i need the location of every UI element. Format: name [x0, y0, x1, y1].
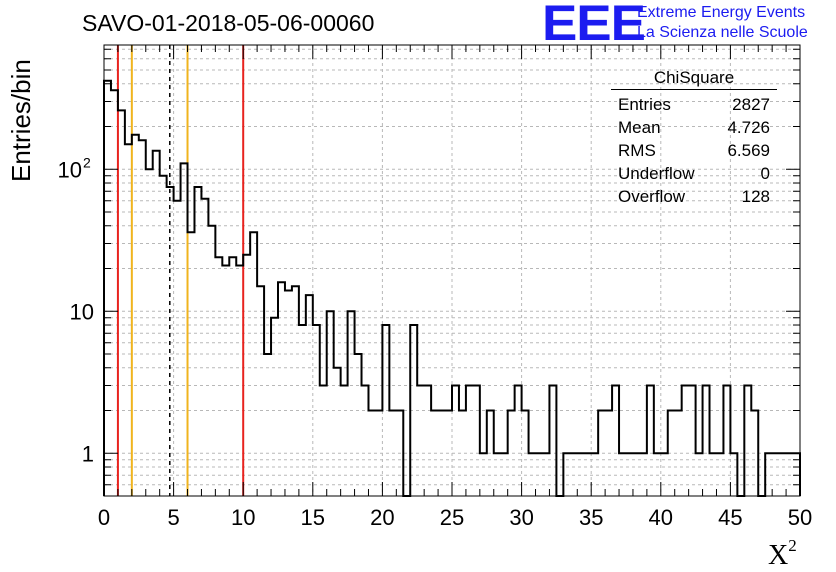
chart-title: SAVO-01-2018-05-06-00060	[82, 10, 375, 36]
histogram-bin	[271, 318, 278, 496]
x-tick-label: 15	[301, 505, 325, 530]
histogram-bin	[723, 386, 730, 496]
brand-line-1: Extreme Energy Events	[637, 4, 806, 21]
x-tick-label: 10	[231, 505, 255, 530]
y-tick-label: 1	[82, 441, 94, 466]
histogram-outline	[103, 79, 801, 497]
stats-row-entries: Entries 2827	[611, 93, 777, 116]
y-tick-label-sup: 2	[83, 154, 91, 170]
histogram-bin	[236, 266, 243, 496]
histogram-bin	[473, 386, 480, 496]
x-tick-label: 35	[579, 505, 603, 530]
y-axis-label: Entries/bin	[6, 59, 36, 182]
histogram-bin	[334, 368, 341, 496]
histogram-bin	[146, 169, 153, 496]
histogram-bin	[327, 311, 334, 496]
histogram-bin	[612, 386, 619, 496]
stats-label: RMS	[618, 141, 656, 160]
stats-value: 2827	[732, 95, 770, 114]
histogram-bin	[515, 386, 522, 496]
histogram-bin	[703, 386, 710, 496]
stats-label: Underflow	[618, 164, 695, 183]
histogram-bin	[208, 226, 215, 496]
histogram-bin	[689, 386, 696, 496]
x-tick-label: 0	[98, 505, 110, 530]
grid-layer	[104, 45, 800, 496]
y-tick-label: 10	[58, 157, 82, 182]
stats-label: Mean	[618, 118, 661, 137]
y-tick-label: 10	[70, 299, 94, 324]
histogram-bin	[104, 81, 111, 496]
histogram-bin	[132, 135, 139, 496]
histogram-bin	[111, 90, 118, 496]
histogram-bin	[264, 354, 271, 496]
histogram-bin	[194, 187, 201, 496]
stats-row-overflow: Overflow 128	[611, 185, 777, 208]
x-axis-label-base: X	[768, 540, 789, 571]
brand-line-2: La Scienza nelle Scuole	[637, 24, 808, 41]
histogram-bin	[118, 110, 125, 496]
histogram-bin	[417, 386, 424, 496]
histogram-bin	[452, 386, 459, 496]
stats-value: 128	[741, 187, 770, 206]
histogram-bin	[222, 266, 229, 496]
histogram-bin	[174, 201, 181, 496]
histogram-bin	[341, 386, 348, 496]
x-tick-label: 50	[788, 505, 812, 530]
stats-row-rms: RMS 6.569	[611, 139, 777, 162]
stats-box: ChiSquare Entries 2827 Mean 4.726 RMS 6.569…	[611, 68, 777, 208]
histogram-bin	[744, 386, 751, 496]
histogram-bin	[160, 176, 167, 496]
histogram-bin	[362, 386, 369, 496]
histogram-bin	[153, 151, 160, 496]
x-axis-label-sup: 2	[788, 536, 797, 555]
stats-value: 6.569	[727, 141, 770, 160]
stats-row-underflow: Underflow 0	[611, 162, 777, 185]
histogram-bin	[125, 144, 132, 496]
histogram-bin	[647, 386, 654, 496]
histogram-bin	[278, 282, 285, 496]
eee-logo: EEE	[542, 0, 646, 51]
histogram-bin	[188, 232, 195, 496]
x-tick-label: 45	[718, 505, 742, 530]
stats-row-mean: Mean 4.726	[611, 116, 777, 139]
histogram-bin	[348, 311, 355, 496]
histogram-bin	[424, 386, 431, 496]
x-tick-label: 30	[509, 505, 533, 530]
stats-label: Overflow	[618, 187, 686, 206]
x-tick-label: 20	[370, 505, 394, 530]
histogram-bin	[549, 386, 556, 496]
x-tick-label: 5	[167, 505, 179, 530]
histogram-bin	[250, 232, 257, 496]
histogram-bin	[682, 386, 689, 496]
stats-value: 0	[760, 164, 770, 183]
x-tick-label: 25	[440, 505, 464, 530]
stats-value: 4.726	[727, 118, 770, 137]
histogram-bin	[285, 291, 292, 496]
x-axis-label: X2	[768, 536, 797, 572]
histogram-bin	[466, 386, 473, 496]
histogram-bin	[181, 163, 188, 496]
marker-lines	[116, 45, 245, 496]
histogram-layer	[103, 79, 801, 497]
histogram-bin	[320, 386, 327, 496]
x-tick-label: 40	[649, 505, 673, 530]
histogram-bin	[355, 354, 362, 496]
stats-label: Entries	[618, 95, 671, 114]
stats-title: ChiSquare	[611, 68, 777, 90]
